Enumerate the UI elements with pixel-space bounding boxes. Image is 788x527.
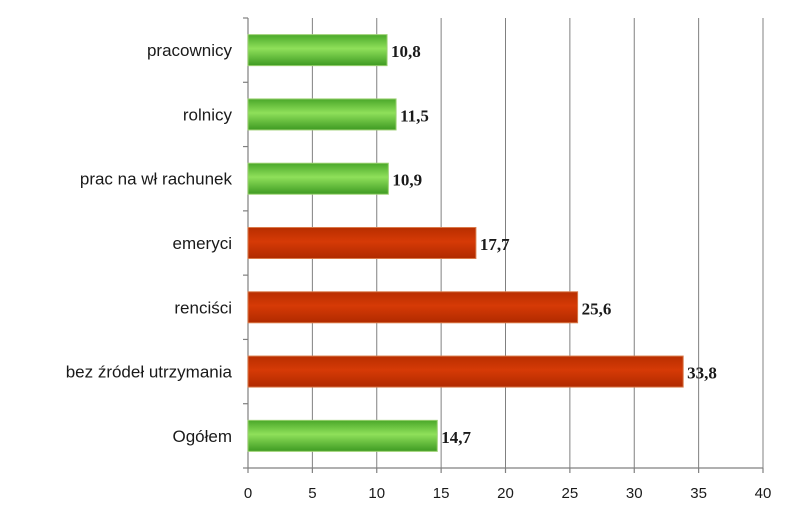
bars [247,34,684,452]
data-label: 17,7 [480,235,510,254]
x-tick-label: 15 [433,485,450,502]
x-tick-label: 5 [308,485,316,502]
data-label: 10,8 [391,42,421,61]
x-tick-label: 40 [755,485,772,502]
data-label: 10,9 [392,171,422,190]
category-label: renciści [174,298,232,317]
x-tick-label: 20 [497,485,514,502]
bar-4 [247,227,477,259]
x-tick-label: 30 [626,485,643,502]
bar-7 [247,419,438,452]
category-label: Ogółem [172,427,232,446]
bar-5 [247,291,579,324]
category-label: pracownicy [147,41,233,60]
x-tick-label: 10 [368,485,385,502]
bar-3 [247,162,389,195]
category-label: rolnicy [183,105,233,124]
category-label: emeryci [172,234,232,253]
x-tick-label: 0 [244,485,252,502]
bar-6 [247,355,684,388]
bar-2 [247,98,397,131]
data-label: 25,6 [582,299,612,318]
labels: 0 5 10 15 20 25 30 35 40 pracownicy 10,8 rolnicy 11,… [66,41,772,502]
data-label: 11,5 [400,106,429,125]
x-tick-label: 35 [690,485,707,502]
data-label: 14,7 [441,428,471,447]
category-label: bez źródeł utrzymania [66,363,233,382]
bar-1 [247,34,388,67]
x-tick-label: 25 [562,485,579,502]
category-label: prac na wł rachunek [80,170,233,189]
data-label: 33,8 [687,364,717,383]
